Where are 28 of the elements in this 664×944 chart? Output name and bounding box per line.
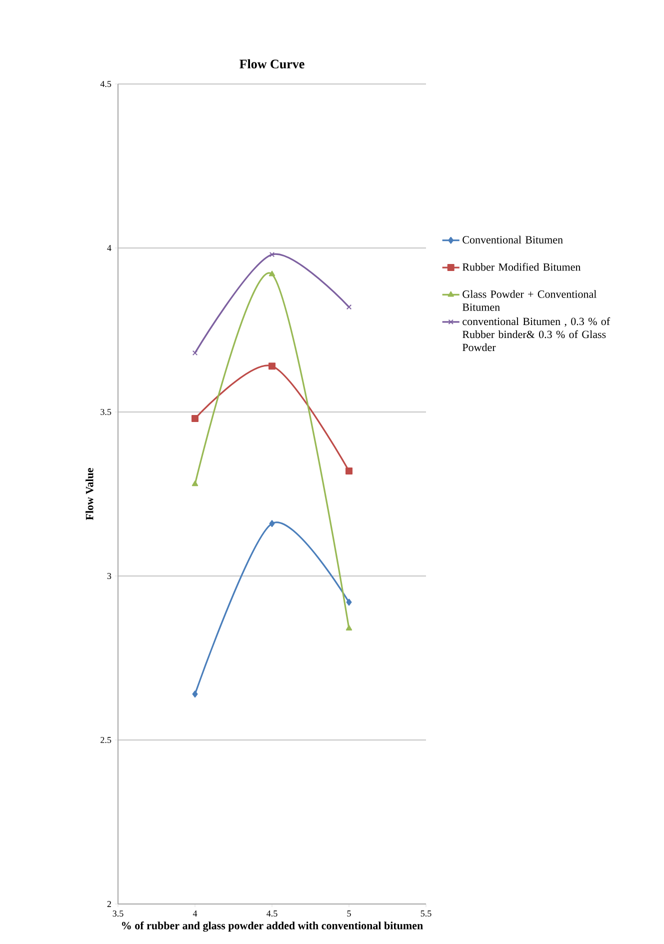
point <box>346 598 352 606</box>
point <box>192 415 198 422</box>
x-tick-label: 4.5 <box>266 910 278 917</box>
x-axis-title: % of rubber and glass powder added with conventional bitumen <box>122 921 423 932</box>
point <box>346 468 352 475</box>
legend-label: conventional Bitumen , 0.3 % of Rubber binder& 0.3 % of Glass Powder <box>462 317 610 352</box>
legend-label: Conventional Bitumen <box>462 236 563 244</box>
point <box>268 270 276 276</box>
legend-label: Rubber Modified Bitumen <box>462 262 581 271</box>
point <box>346 624 352 630</box>
chart-title: Flow Curve <box>240 59 304 68</box>
x-tick-label: 5 <box>347 910 351 917</box>
point <box>346 304 352 310</box>
x-tick-label: 5.5 <box>420 910 432 917</box>
y-tick-label: 4 <box>107 245 112 251</box>
point <box>269 520 275 528</box>
point <box>269 252 275 258</box>
point <box>192 690 198 698</box>
y-tick-label: 4.5 <box>100 80 112 88</box>
y-tick-label: 2.5 <box>100 736 112 744</box>
point <box>268 362 276 370</box>
point <box>192 480 198 486</box>
x-tick-label: 3.5 <box>112 910 124 917</box>
y-tick-label: 3 <box>107 572 112 580</box>
y-tick-label: 2 <box>107 901 111 907</box>
y-tick-label: 3.5 <box>100 408 112 416</box>
y-axis-title: Flow Value <box>86 468 94 520</box>
x-tick-label: 4 <box>192 910 198 916</box>
